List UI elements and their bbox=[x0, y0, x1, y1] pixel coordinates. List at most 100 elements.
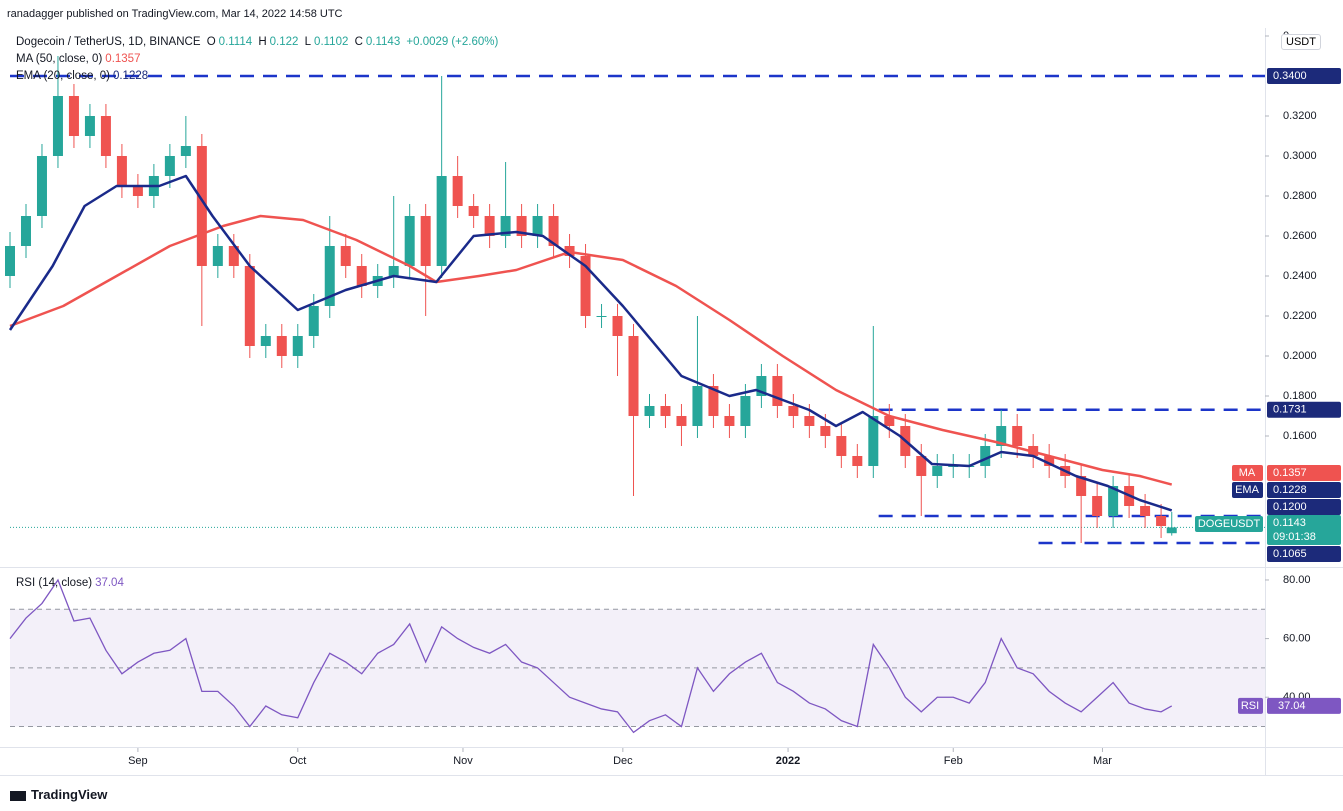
candle-body bbox=[676, 416, 687, 426]
y-tick-label: 0.2200 bbox=[1283, 310, 1317, 322]
rsi-value: 37.04 bbox=[95, 577, 124, 589]
ohlc-value: 0.122 bbox=[269, 36, 299, 48]
candle-body bbox=[244, 266, 255, 346]
ema-name: EMA (20, close, 0) bbox=[16, 70, 110, 82]
level-label: 0.1065 bbox=[1273, 548, 1307, 560]
series-label: 0.1228 bbox=[1273, 484, 1307, 496]
y-tick-label: 0.2000 bbox=[1283, 350, 1317, 362]
price-tag-label: 0.1143 bbox=[1273, 517, 1306, 529]
candle-body bbox=[164, 156, 175, 176]
currency-button[interactable]: USDT bbox=[1281, 34, 1321, 50]
brand-logo bbox=[10, 790, 26, 801]
candle-body bbox=[84, 116, 95, 136]
ohlc-value: 0.1114 bbox=[218, 36, 253, 48]
ohlc-value: 0.1102 bbox=[314, 36, 349, 48]
y-tick-label: 0.2600 bbox=[1283, 230, 1317, 242]
candle-body bbox=[740, 396, 751, 426]
candle-body bbox=[132, 186, 143, 196]
indicator-line bbox=[9, 214, 1173, 486]
legend-main: Dogecoin / TetherUS, 1D, BINANCE O 0.1114… bbox=[16, 36, 501, 48]
level-box bbox=[1267, 499, 1341, 515]
candle-body bbox=[996, 426, 1007, 446]
legend-ma: MA (50, close, 0) 0.1357 bbox=[16, 53, 143, 65]
candle-body bbox=[1156, 516, 1167, 526]
change: +0.0029 bbox=[406, 36, 449, 48]
candle-body bbox=[756, 376, 767, 396]
series-box bbox=[1267, 482, 1341, 498]
rsi-name: RSI (14, close) bbox=[16, 577, 93, 589]
candle-body bbox=[260, 336, 271, 346]
level-box bbox=[1267, 68, 1341, 84]
y-tick-label: 0.1600 bbox=[1283, 430, 1317, 442]
ohlc-key: H bbox=[258, 36, 267, 48]
candle-body bbox=[1076, 476, 1087, 496]
series-label: 0.1357 bbox=[1273, 467, 1307, 479]
rsi-tag-box bbox=[1267, 697, 1341, 714]
series-name-box bbox=[1232, 482, 1263, 498]
change-pct: (+2.60%) bbox=[451, 36, 499, 48]
candle-body bbox=[788, 406, 799, 416]
candle-body bbox=[708, 386, 719, 416]
y-tick-label: 0.3200 bbox=[1283, 110, 1317, 122]
candle-body bbox=[388, 266, 399, 276]
rsi-line bbox=[9, 578, 1173, 734]
candle-body bbox=[276, 336, 287, 356]
candle-body bbox=[1044, 456, 1055, 466]
candle-body bbox=[180, 146, 191, 156]
x-tick-label: Mar bbox=[1093, 755, 1112, 767]
y-tick-label: 0.2400 bbox=[1283, 270, 1317, 282]
candle-body bbox=[308, 306, 319, 336]
candle-body bbox=[724, 416, 735, 426]
price-tag-label: 09:01:38 bbox=[1273, 531, 1316, 543]
candle-body bbox=[644, 406, 655, 416]
y-tick-label: 0.3000 bbox=[1283, 150, 1317, 162]
candle-body bbox=[468, 206, 479, 216]
indicator-line bbox=[8, 174, 1173, 512]
candle-body bbox=[196, 146, 207, 266]
candle-body bbox=[116, 156, 127, 186]
candle-body bbox=[1108, 486, 1119, 516]
candle-body bbox=[516, 216, 527, 236]
candle-body bbox=[436, 176, 447, 266]
y-tick-label: 0.1800 bbox=[1283, 390, 1317, 402]
candle-body bbox=[948, 466, 959, 467]
candle-body bbox=[852, 456, 863, 466]
x-tick-label: Oct bbox=[289, 755, 306, 767]
publisher: ranadagger published on TradingView.com,… bbox=[7, 8, 343, 20]
ohlc-key: L bbox=[304, 36, 312, 48]
symbol-name-box bbox=[1195, 516, 1263, 532]
candle-body bbox=[324, 246, 335, 306]
rsi-tick-label: 60.00 bbox=[1283, 632, 1311, 644]
candle-body bbox=[804, 416, 815, 426]
candle-body bbox=[628, 336, 639, 416]
symbol-name: DOGEUSDT bbox=[1198, 518, 1261, 530]
candle-body bbox=[404, 216, 415, 266]
candle-body bbox=[1166, 527, 1177, 534]
candle-body bbox=[292, 336, 303, 356]
candle-body bbox=[52, 96, 63, 156]
level-box bbox=[1267, 546, 1341, 562]
x-tick-label: Dec bbox=[613, 755, 633, 767]
y-tick-label: 0.2800 bbox=[1283, 190, 1317, 202]
candle-body bbox=[420, 216, 431, 266]
candle-body bbox=[356, 266, 367, 286]
level-label: 0.1200 bbox=[1273, 501, 1307, 513]
series-name: MA bbox=[1239, 467, 1256, 479]
candle-body bbox=[68, 96, 79, 136]
candle-body bbox=[772, 376, 783, 406]
candle-body bbox=[1140, 506, 1151, 516]
publisher-line: ranadagger published on TradingView.com,… bbox=[7, 8, 346, 20]
level-box bbox=[1267, 401, 1341, 418]
rsi-tag-label: 37.04 bbox=[1278, 700, 1306, 712]
candle-body bbox=[660, 406, 671, 416]
ohlc-key: C bbox=[354, 36, 363, 48]
legend-rsi: RSI (14, close) 37.04 bbox=[16, 577, 127, 589]
candle-body bbox=[820, 426, 831, 436]
candle-body bbox=[932, 466, 943, 476]
x-tick-label: Sep bbox=[128, 755, 148, 767]
candle-body bbox=[228, 246, 239, 266]
ma-value: 0.1357 bbox=[105, 53, 141, 65]
ohlc-value: 0.1143 bbox=[365, 36, 401, 48]
